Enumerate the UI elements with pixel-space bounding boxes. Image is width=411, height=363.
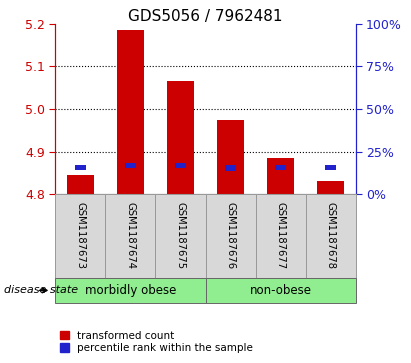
Bar (206, 278, 356, 303)
Bar (155, 194, 206, 278)
Text: GSM1187674: GSM1187674 (125, 203, 136, 269)
Bar (217, 119, 244, 194)
Bar (317, 182, 344, 194)
Text: GSM1187678: GSM1187678 (326, 203, 335, 269)
Text: disease state: disease state (4, 285, 78, 295)
Bar (275, 164, 286, 170)
Bar (55, 194, 106, 278)
Bar (67, 175, 94, 194)
Bar (206, 194, 256, 278)
Bar (106, 194, 155, 278)
Bar (325, 164, 336, 170)
Bar (125, 163, 136, 168)
Bar (167, 81, 194, 194)
Text: morbidly obese: morbidly obese (85, 284, 176, 297)
Text: non-obese: non-obese (249, 284, 312, 297)
Bar (225, 165, 236, 171)
Text: GSM1187675: GSM1187675 (175, 203, 185, 269)
Bar (305, 194, 356, 278)
Text: GSM1187677: GSM1187677 (275, 203, 286, 269)
Text: GSM1187676: GSM1187676 (226, 203, 236, 269)
Bar (117, 30, 144, 194)
Bar (55, 278, 206, 303)
Bar (75, 164, 86, 170)
Bar (267, 158, 294, 194)
Text: GSM1187673: GSM1187673 (76, 203, 85, 269)
Bar (175, 163, 186, 168)
Legend: transformed count, percentile rank within the sample: transformed count, percentile rank withi… (59, 330, 254, 354)
Bar (256, 194, 305, 278)
Text: GDS5056 / 7962481: GDS5056 / 7962481 (128, 9, 283, 24)
